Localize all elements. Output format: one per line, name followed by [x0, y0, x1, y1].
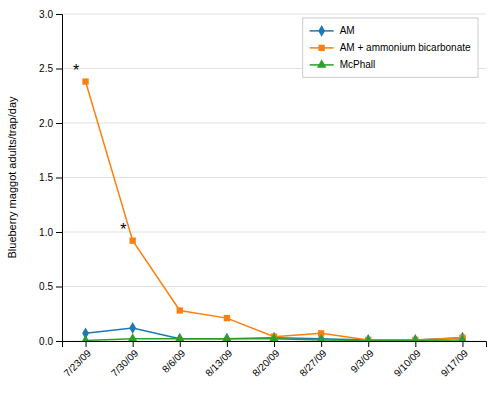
y-axis: 0.0 0.5 1.0 1.5 2.0 2.5 3.0: [39, 9, 62, 347]
legend-item: AM: [310, 25, 355, 37]
y-tick-mark: [56, 232, 62, 233]
x-tick-mark: [86, 341, 87, 347]
legend-label: AM: [340, 25, 355, 36]
plot: 0.0 0.5 1.0 1.5 2.0 2.5 3.0 7/23/09 7/30/09 8/6/0…: [39, 9, 486, 379]
x-tick-label: 7/23/09: [62, 347, 94, 379]
annotation: *: [73, 62, 79, 79]
x-axis-line: [63, 342, 487, 348]
series-point: [458, 334, 468, 341]
y-tick-label: 1.0: [39, 227, 53, 238]
legend-marker: [318, 25, 325, 37]
x-tick-label: 8/13/09: [203, 347, 235, 379]
y-axis-line: [56, 15, 63, 342]
x-tick-label: 7/30/09: [109, 347, 141, 379]
y-tick-mark: [56, 14, 62, 15]
x-tick-label: 8/27/09: [297, 347, 329, 379]
chart: 0.0 0.5 1.0 1.5 2.0 2.5 3.0 7/23/09 7/30/09 8/6/0…: [0, 0, 500, 399]
series-point: [175, 333, 185, 341]
y-tick: 3.0: [39, 9, 62, 20]
y-tick: 1.0: [39, 227, 62, 238]
series-point: [411, 335, 421, 341]
x-tick-label: 9/17/09: [439, 347, 471, 379]
x-tick-mark: [227, 341, 228, 347]
x-tick-mark: [274, 341, 275, 347]
legend: AM AM + ammonium bicarbonate McPhall: [303, 18, 478, 77]
y-tick: 2.0: [39, 118, 62, 129]
y-axis-title: Blueberry maggot adults/trap/day: [6, 96, 18, 259]
x-tick-mark: [415, 341, 416, 347]
x-axis: 7/23/09 7/30/09 8/6/09 8/13/09 8/20/09 8/27/0…: [62, 341, 487, 379]
series-point: [130, 238, 136, 244]
x-tick-mark: [368, 341, 369, 347]
y-tick-mark: [56, 178, 62, 179]
x-tick: 8/27/09: [297, 341, 329, 379]
legend-label: McPhall: [340, 59, 376, 70]
legend-label: AM + ammonium bicarbonate: [340, 42, 471, 53]
y-tick-mark: [56, 341, 62, 342]
legend-item: AM + ammonium bicarbonate: [310, 42, 471, 53]
series-point: [177, 307, 183, 313]
x-tick-label: 8/20/09: [250, 347, 282, 379]
legend-marker: [319, 45, 325, 51]
marks: [81, 78, 468, 341]
annotation: *: [120, 221, 126, 238]
x-tick: 9/3/09: [348, 341, 376, 375]
y-tick-label: 1.5: [39, 172, 53, 183]
series-point: [224, 315, 230, 321]
x-tick: 7/23/09: [62, 341, 94, 379]
x-tick-label: 9/10/09: [392, 347, 424, 379]
series-point: [82, 78, 88, 84]
series: [82, 78, 465, 341]
x-tick: 8/6/09: [160, 341, 188, 375]
x-tick-mark: [180, 341, 181, 347]
grid-line: [62, 286, 486, 287]
y-tick-label: 2.5: [39, 63, 53, 74]
legend-item: McPhall: [310, 59, 376, 70]
series-point: [129, 322, 136, 334]
x-tick-mark: [462, 341, 463, 347]
series-point: [269, 333, 279, 341]
grid-line: [62, 177, 486, 178]
grid: [62, 14, 486, 341]
y-tick-mark: [56, 69, 62, 70]
x-tick-mark: [133, 341, 134, 347]
x-tick-label: 8/6/09: [160, 347, 188, 375]
series-point: [128, 333, 138, 341]
y-tick: 0.5: [39, 281, 62, 292]
series-point: [363, 335, 373, 341]
y-tick: 2.5: [39, 63, 62, 74]
y-tick: 1.5: [39, 172, 62, 183]
y-tick-label: 3.0: [39, 9, 53, 20]
x-tick: 9/17/09: [439, 341, 471, 379]
grid-line: [62, 123, 486, 124]
x-tick: 8/20/09: [250, 341, 282, 379]
legend-box: [303, 18, 478, 77]
series-point: [316, 334, 326, 341]
legend-marker: [317, 59, 327, 67]
x-tick-mark: [321, 341, 322, 347]
series-line: [86, 82, 463, 340]
series: [81, 333, 468, 341]
series: [82, 322, 466, 341]
x-tick-label: 9/3/09: [348, 347, 376, 375]
series-point: [81, 335, 91, 341]
y-tick-mark: [56, 123, 62, 124]
y-tick: 0.0: [39, 336, 62, 347]
series-point: [222, 333, 232, 341]
y-tick-label: 0.0: [39, 336, 53, 347]
y-tick-mark: [56, 287, 62, 288]
grid-line: [62, 14, 486, 15]
x-tick: 7/30/09: [109, 341, 141, 379]
x-tick: 8/13/09: [203, 341, 235, 379]
x-tick: 9/10/09: [392, 341, 424, 379]
y-tick-label: 2.0: [39, 118, 53, 129]
y-tick-label: 0.5: [39, 281, 53, 292]
